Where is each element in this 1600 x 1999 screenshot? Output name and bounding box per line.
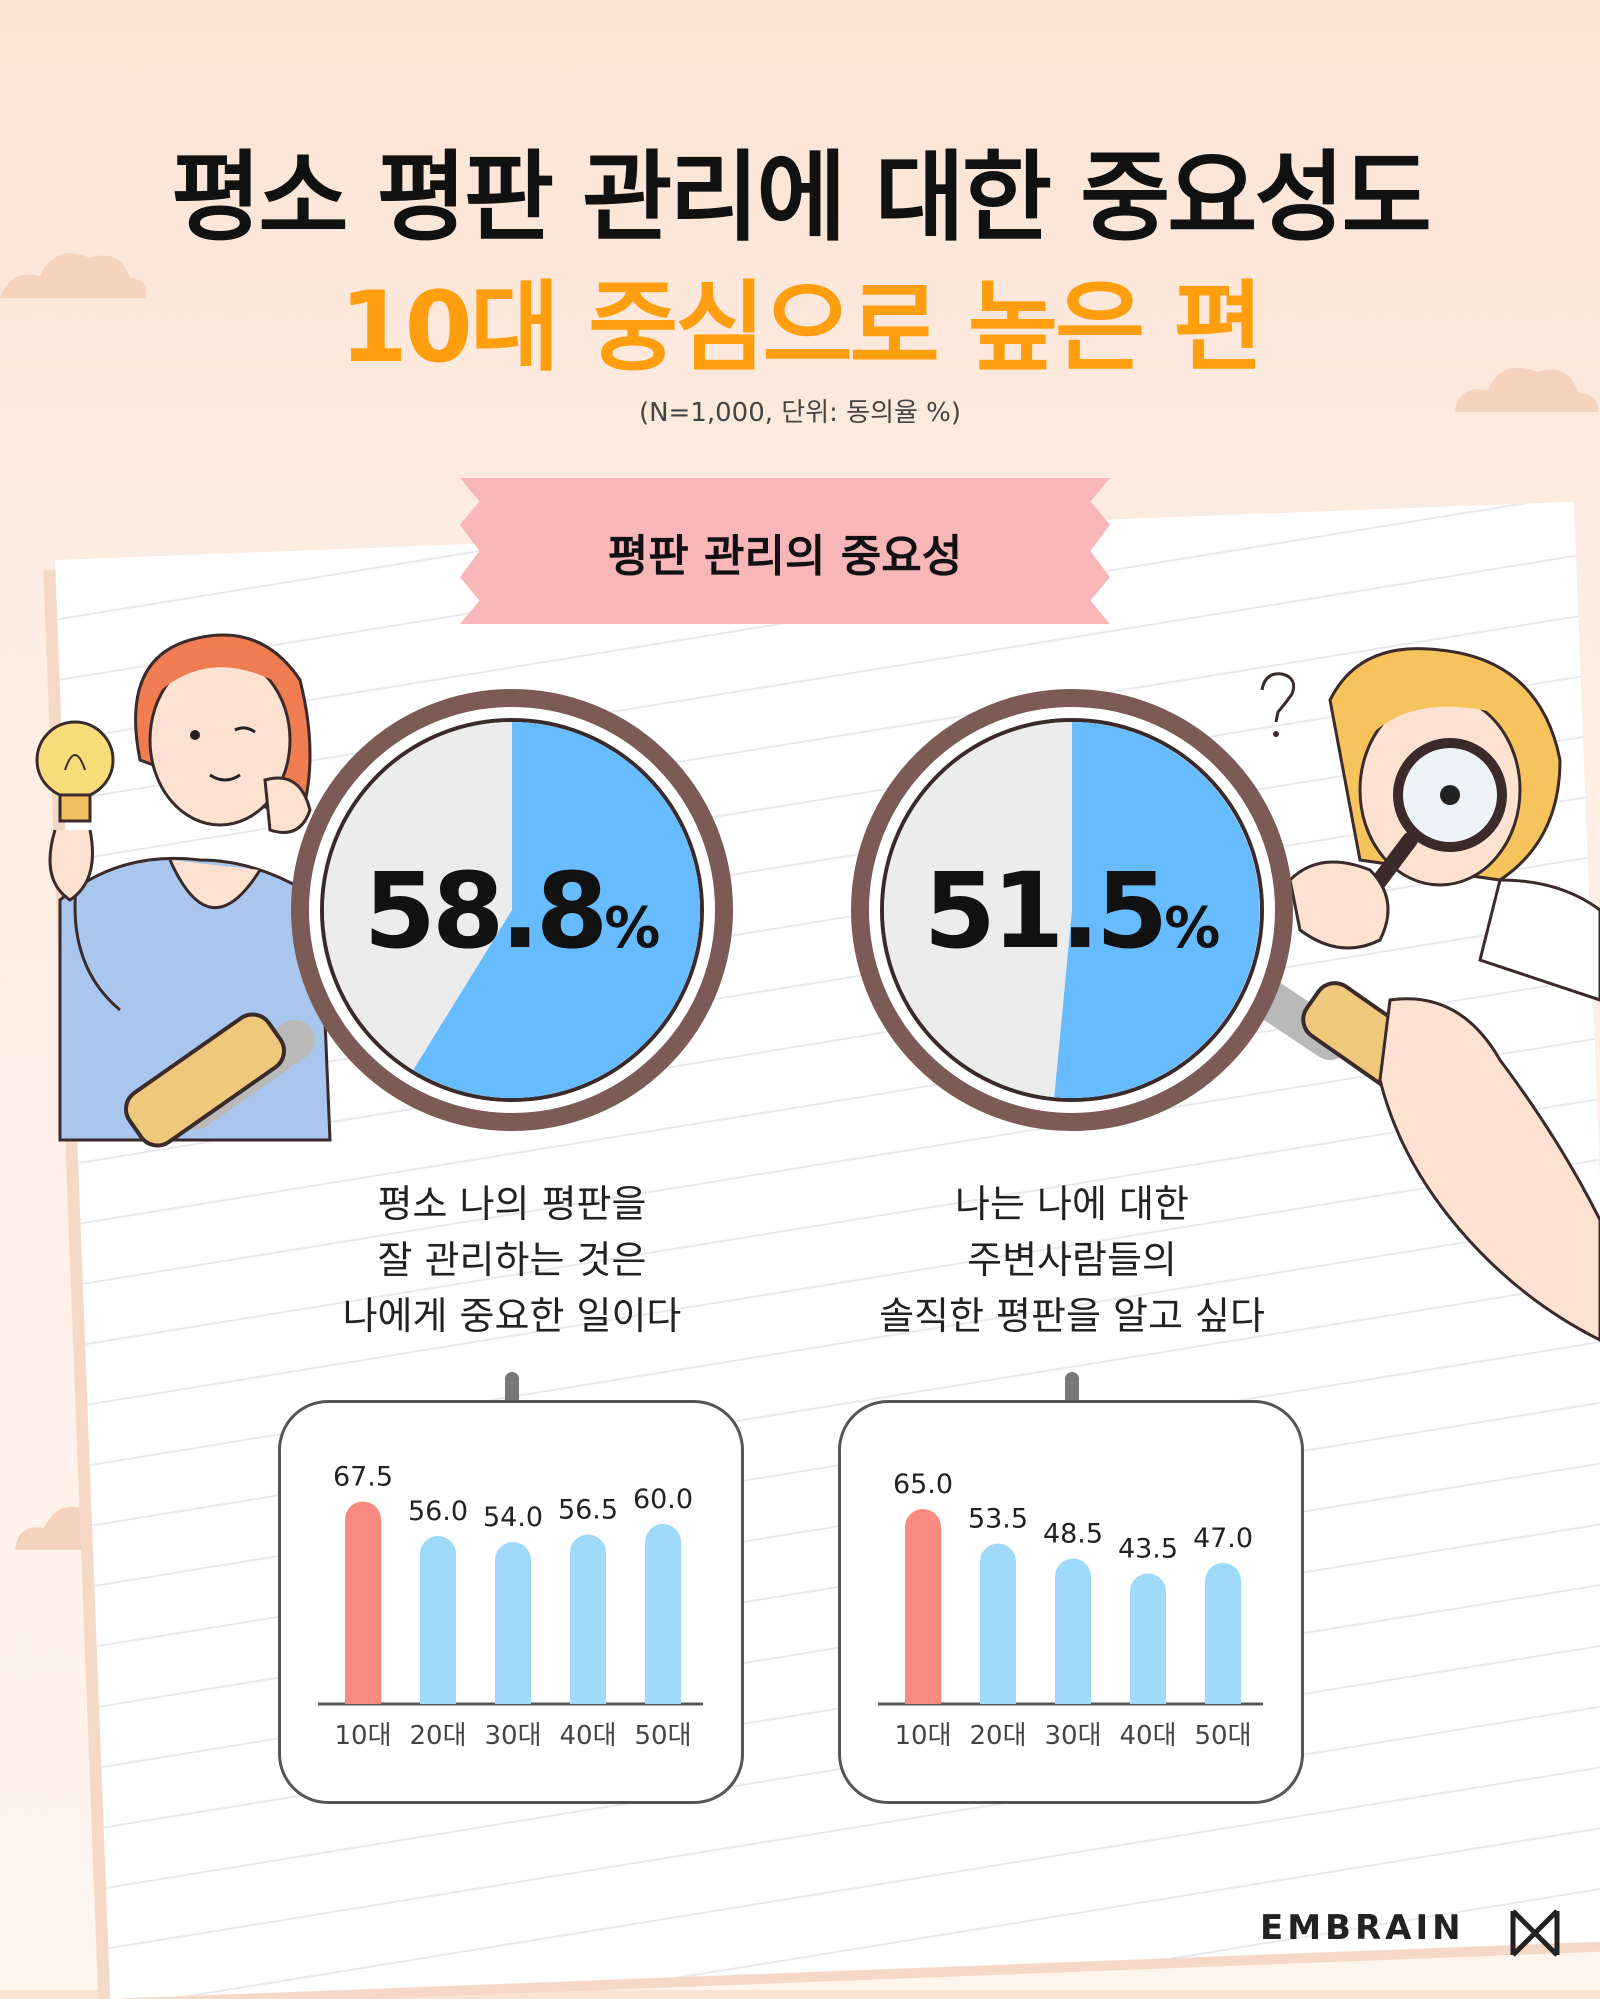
magnifier-lens-right [851, 689, 1293, 1131]
bar-category-label-left-2: 30대 [484, 1721, 541, 1751]
bar-value-label-left-4: 60.0 [633, 1484, 693, 1515]
logo-text: EMBRAIN [1260, 1908, 1465, 1948]
bar-value-label-left-0: 67.5 [333, 1462, 393, 1493]
cloud-icon [0, 253, 146, 298]
bar-left-0 [345, 1501, 381, 1704]
bar-category-label-left-3: 40대 [559, 1721, 616, 1751]
pie-value-right: 51.5% [862, 850, 1282, 972]
bar-category-label-right-2: 30대 [1044, 1721, 1101, 1751]
caption-right-line: 나는 나에 대한 [955, 1182, 1189, 1226]
pie-value-left-unit: % [604, 896, 661, 961]
embrain-logo: EMBRAIN [1260, 1908, 1465, 1948]
caption-right: 나는 나에 대한 주변사람들의 솔직한 평판을 알고 싶다 [792, 1176, 1352, 1344]
magnifier-handle-left [124, 1012, 315, 1148]
pie-slice-right [1054, 722, 1260, 1098]
magnifier-lens-left [291, 689, 733, 1131]
bar-value-label-left-3: 56.5 [558, 1495, 618, 1526]
caption-left-line: 나에게 중요한 일이다 [342, 1294, 682, 1338]
caption-right-line: 솔직한 평판을 알고 싶다 [879, 1294, 1265, 1338]
bar-value-label-right-1: 53.5 [968, 1504, 1028, 1535]
caption-left: 평소 나의 평판을 잘 관리하는 것은 나에게 중요한 일이다 [232, 1176, 792, 1344]
page-subtitle: 10대 중심으로 높은 편 [339, 271, 1263, 385]
banner-ribbon [460, 478, 1110, 624]
bar-category-label-right-4: 50대 [1194, 1721, 1251, 1751]
pie-value-left: 58.8% [302, 850, 722, 972]
bar-left-1 [420, 1536, 456, 1704]
lightbulb-icon [35, 720, 115, 902]
woman-illustration [58, 633, 332, 1142]
embrain-logo-icon [1510, 1909, 1560, 1957]
page-title: 평소 평판 관리에 대한 중요성도 [171, 141, 1432, 255]
bar-left-2 [495, 1542, 531, 1704]
caption-left-line: 평소 나의 평판을 [377, 1182, 647, 1226]
bar-category-label-left-0: 10대 [334, 1721, 391, 1751]
bar-right-1 [980, 1543, 1016, 1704]
bar-category-label-right-1: 20대 [969, 1721, 1026, 1751]
bar-left-4 [645, 1524, 681, 1704]
pie-value-right-unit: % [1164, 896, 1221, 961]
bar-right-2 [1055, 1558, 1091, 1704]
pie-value-left-number: 58.8 [363, 850, 609, 972]
bar-left-3 [570, 1534, 606, 1704]
bar-category-label-right-3: 40대 [1119, 1721, 1176, 1751]
bar-value-label-left-2: 54.0 [483, 1502, 543, 1533]
bar-right-0 [905, 1509, 941, 1704]
magnifier-handle-right [1250, 980, 1600, 1342]
bar-value-label-right-0: 65.0 [893, 1469, 953, 1500]
question-mark-icon [1260, 672, 1296, 737]
bar-value-label-right-2: 48.5 [1043, 1519, 1103, 1550]
banner-label: 평판 관리의 중요성 [607, 531, 963, 582]
bar-value-label-right-3: 43.5 [1118, 1534, 1178, 1565]
bar-category-label-left-1: 20대 [409, 1721, 466, 1751]
bar-category-label-right-0: 10대 [894, 1721, 951, 1751]
bar-right-4 [1205, 1563, 1241, 1704]
caption-left-line: 잘 관리하는 것은 [377, 1238, 647, 1282]
caption-right-line: 주변사람들의 [967, 1238, 1177, 1282]
pie-value-right-number: 51.5 [923, 850, 1169, 972]
bar-value-label-right-4: 47.0 [1193, 1523, 1253, 1554]
bar-value-label-left-1: 56.0 [408, 1496, 468, 1527]
woman-with-magnifier-illustration [1288, 647, 1600, 1002]
sample-note: (N=1,000, 단위: 동의율 %) [638, 398, 962, 428]
bar-category-label-left-4: 50대 [634, 1721, 691, 1751]
pie-slice-left [413, 722, 701, 1098]
cloud-icon [1455, 367, 1599, 412]
bar-right-3 [1130, 1573, 1166, 1704]
